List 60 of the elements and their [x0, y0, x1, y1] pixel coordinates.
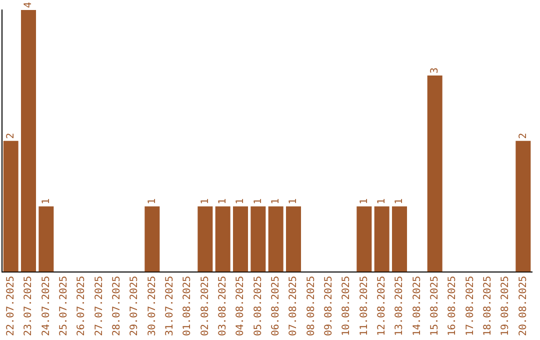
data-label: 1 — [235, 198, 246, 204]
x-tick-label: 30.07.2025 — [146, 276, 158, 336]
bar — [427, 75, 442, 272]
data-label: 1 — [252, 198, 264, 204]
bar — [20, 10, 36, 272]
bar — [392, 206, 408, 272]
bar — [232, 206, 248, 272]
data-label: 2 — [518, 132, 529, 139]
bar — [144, 206, 160, 272]
x-tick-label: 20.08.2025 — [518, 276, 529, 336]
x-tick-label: 13.08.2025 — [394, 276, 406, 336]
bar — [38, 206, 54, 272]
x-tick-label: 27.07.2025 — [94, 276, 105, 336]
bar — [3, 140, 18, 272]
x-tick-label: 08.08.2025 — [306, 276, 317, 336]
x-tick-label: 07.08.2025 — [288, 276, 300, 336]
x-tick-label: 12.08.2025 — [376, 276, 388, 336]
data-label: 1 — [358, 198, 370, 204]
x-tick-label: 10.08.2025 — [341, 276, 352, 336]
x-tick-label: 25.07.2025 — [58, 276, 70, 336]
data-label: 3 — [429, 67, 440, 74]
x-tick-label: 16.08.2025 — [447, 276, 458, 336]
x-tick-label: 04.08.2025 — [235, 276, 246, 336]
data-label: 4 — [23, 2, 34, 8]
x-tick-label: 26.07.2025 — [76, 276, 88, 336]
x-tick-label: 02.08.2025 — [200, 276, 211, 336]
bar — [516, 140, 531, 272]
x-tick-label: 23.07.2025 — [23, 276, 34, 336]
data-label: 1 — [376, 198, 388, 204]
data-label: 1 — [200, 198, 211, 204]
x-tick-label: 11.08.2025 — [358, 276, 370, 336]
x-tick-label: 06.08.2025 — [270, 276, 282, 336]
x-tick-label: 22.07.2025 — [5, 276, 16, 336]
x-tick-label: 18.08.2025 — [482, 276, 494, 336]
x-tick-label: 01.08.2025 — [182, 276, 194, 336]
x-tick-label: 24.07.2025 — [40, 276, 52, 336]
data-label: 1 — [40, 198, 52, 204]
x-tick-label: 17.08.2025 — [464, 276, 476, 336]
bar — [374, 206, 390, 272]
data-label: 1 — [146, 198, 158, 204]
x-tick-label: 19.08.2025 — [500, 276, 512, 336]
bar — [356, 206, 372, 272]
x-tick-label: 15.08.2025 — [429, 276, 440, 336]
data-label: 1 — [270, 198, 282, 204]
bar — [286, 206, 302, 272]
data-label: 1 — [394, 198, 406, 204]
x-tick-label: 05.08.2025 — [252, 276, 264, 336]
data-label: 1 — [288, 198, 300, 204]
bar — [268, 206, 284, 272]
x-tick-label: 31.07.2025 — [164, 276, 176, 336]
x-tick-label: 28.07.2025 — [111, 276, 122, 336]
data-label: 1 — [217, 198, 228, 204]
x-tick-label: 09.08.2025 — [323, 276, 334, 336]
bar — [198, 206, 213, 272]
x-tick-label: 03.08.2025 — [217, 276, 228, 336]
x-tick-label: 14.08.2025 — [412, 276, 423, 336]
x-tick-label: 29.07.2025 — [129, 276, 140, 336]
bar — [215, 206, 230, 272]
bar — [250, 206, 266, 272]
data-label: 2 — [5, 132, 16, 139]
